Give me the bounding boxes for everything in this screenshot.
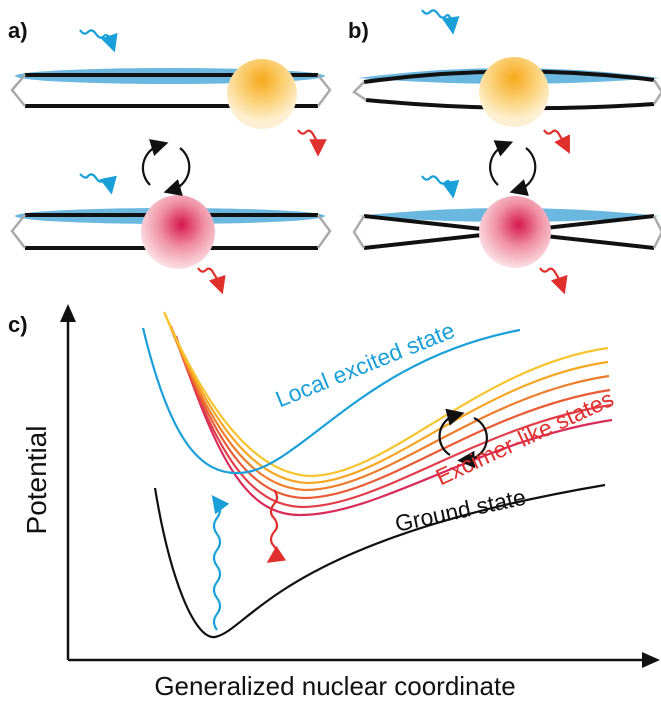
absorption-arrow [214,502,220,630]
panel-label: a) [8,18,28,43]
panel-label: c) [8,312,28,337]
cycle-arrow [490,145,505,185]
curve-label: Excimer-like states [432,385,618,490]
emission-arrow [198,268,220,286]
y-axis-label: Potential [21,426,52,535]
x-axis-label: Generalized nuclear coordinate [154,671,515,701]
molecule-b-bottom [354,196,661,268]
excitation-arrow [80,30,112,44]
curve-label: Local excited state [272,317,458,412]
panel-label: b) [348,18,369,43]
excitation-arrow [422,176,452,190]
molecule-a-bottom [12,195,330,269]
molecule-b-top [354,57,661,127]
emission-arrow [540,268,562,286]
emission-arrow [298,130,318,148]
curve-label: Ground state [393,484,528,537]
cycle-arrow [143,145,160,185]
cycle-arrow [172,148,189,190]
excitation-arrow [422,10,452,26]
cycle-arrow [518,148,535,190]
ground-curve [155,485,605,637]
figure: a) b) c) [0,0,661,702]
molecule-a-top [12,59,330,129]
excitation-arrow [80,174,110,186]
emission-arrow [544,130,566,146]
